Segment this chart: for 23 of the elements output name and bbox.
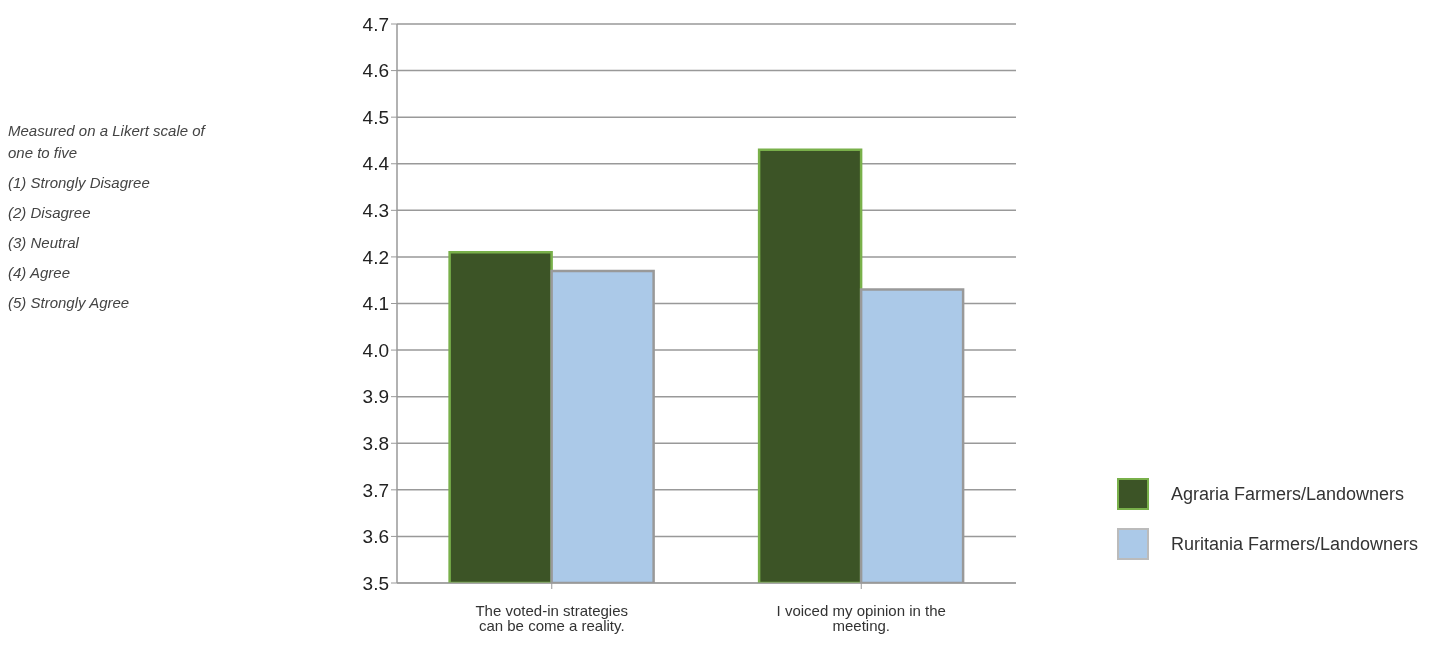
y-tick-label: 4.1	[362, 293, 389, 315]
text: (2) Disagree	[8, 203, 92, 223]
y-tick-label: 4.5	[362, 106, 389, 128]
y-tick-label: 4.3	[362, 200, 389, 222]
y-tick-label: 4.4	[362, 153, 390, 175]
y-tick-label: 4.7	[362, 13, 389, 35]
text: Measured on a Likert scale of one to five	[8, 121, 207, 163]
text: (4) Agree	[8, 263, 71, 283]
text: (1) Strongly Disagree	[8, 173, 151, 193]
text: (3) Neutral	[8, 233, 80, 253]
text: (5) Strongly Agree	[8, 293, 131, 313]
y-tick-label: 4.2	[362, 246, 389, 268]
legend-label: Agraria Farmers/Landowners	[1170, 483, 1404, 505]
y-tick-label: 3.5	[362, 572, 389, 594]
x-tick-label: The voted-in strategies can be come a reality.	[475, 601, 629, 634]
y-tick-label: 3.6	[362, 526, 389, 548]
y-tick-label: 3.8	[362, 432, 389, 454]
y-tick-label: 4.6	[362, 60, 389, 82]
y-tick-label: 3.9	[362, 386, 389, 408]
y-tick-label: 3.7	[362, 479, 389, 501]
legend-label: Ruritania Farmers/Landowners	[1170, 533, 1418, 555]
x-tick-label: I voiced my opinion in the meeting.	[776, 601, 946, 634]
y-tick-label: 4.0	[362, 339, 389, 361]
